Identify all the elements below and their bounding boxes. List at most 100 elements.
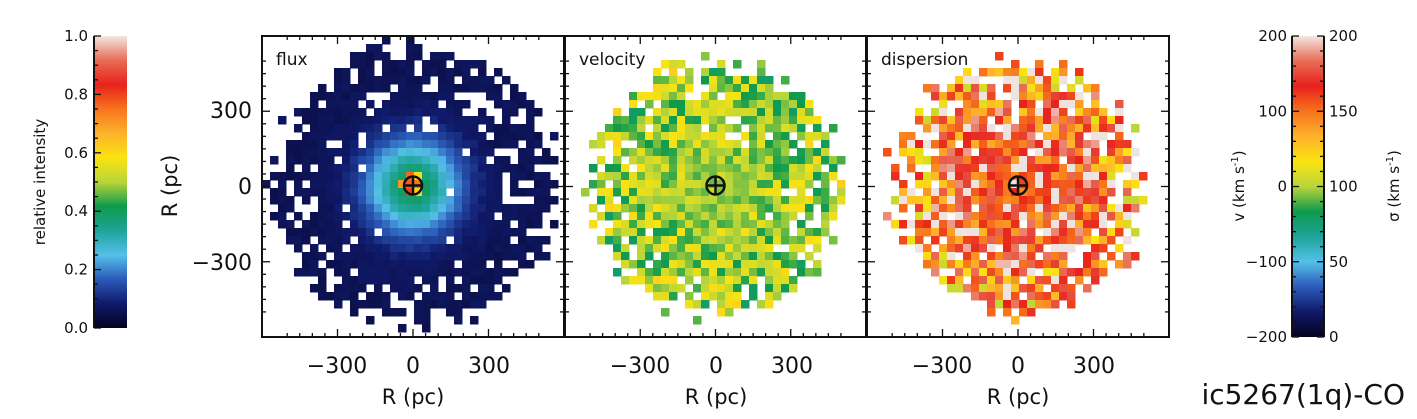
map-pixel (422, 244, 431, 253)
map-pixel (534, 108, 543, 117)
map-pixel (310, 108, 319, 117)
map-pixel (637, 172, 646, 181)
map-pixel (318, 92, 327, 101)
map-pixel (797, 196, 806, 205)
map-pixel (478, 172, 487, 181)
map-pixel (374, 52, 383, 61)
map-pixel (677, 220, 686, 229)
map-pixel (637, 276, 646, 285)
map-pixel (374, 204, 383, 213)
map-pixel (414, 228, 423, 237)
map-pixel (821, 212, 830, 221)
map-pixel (1011, 68, 1020, 77)
map-pixel (757, 204, 766, 213)
map-pixel (430, 92, 439, 101)
map-pixel (390, 252, 399, 261)
map-pixel (350, 84, 359, 93)
map-pixel (318, 84, 327, 93)
map-pixel (947, 156, 956, 165)
map-pixel (677, 164, 686, 173)
map-pixel (701, 268, 710, 277)
map-pixel (979, 188, 988, 197)
map-pixel (963, 204, 972, 213)
map-pixel (701, 76, 710, 85)
map-pixel (963, 124, 972, 133)
map-pixel (781, 284, 790, 293)
map-pixel (709, 132, 718, 141)
map-pixel (789, 116, 798, 125)
map-pixel (446, 268, 455, 277)
map-pixel (725, 252, 734, 261)
map-pixel (709, 204, 718, 213)
map-pixel (685, 180, 694, 189)
map-pixel (374, 244, 383, 253)
map-pixel (1123, 148, 1132, 157)
map-pixel (749, 252, 758, 261)
map-pixel (725, 76, 734, 85)
map-pixel (358, 220, 367, 229)
map-pixel (645, 156, 654, 165)
map-pixel (923, 260, 932, 269)
map-pixel (701, 252, 710, 261)
map-pixel (1123, 204, 1132, 213)
map-pixel (430, 228, 439, 237)
map-pixel (709, 84, 718, 93)
map-pixel (406, 188, 415, 197)
map-pixel (629, 108, 638, 117)
map-pixel (334, 84, 343, 93)
map-pixel (542, 204, 551, 213)
map-pixel (1091, 100, 1100, 109)
map-pixel (446, 228, 455, 237)
map-pixel (1083, 124, 1092, 133)
map-pixel (318, 132, 327, 141)
map-pixel (1011, 84, 1020, 93)
map-pixel (374, 76, 383, 85)
map-pixel (1011, 76, 1020, 85)
map-pixel (438, 116, 447, 125)
map-pixel (1131, 252, 1140, 261)
map-pixel (518, 188, 527, 197)
map-pixel (669, 180, 678, 189)
map-pixel (821, 196, 830, 205)
map-pixel (1067, 180, 1076, 189)
map-pixel (781, 236, 790, 245)
map-pixel (907, 196, 916, 205)
map-pixel (478, 180, 487, 189)
map-pixel (302, 252, 311, 261)
map-pixel (414, 316, 423, 325)
map-pixel (677, 60, 686, 69)
map-pixel (550, 196, 559, 205)
map-pixel (1043, 172, 1052, 181)
map-pixel (398, 324, 407, 333)
map-pixel (414, 172, 423, 181)
map-pixel (669, 276, 678, 285)
map-pixel (518, 204, 527, 213)
map-pixel (390, 236, 399, 245)
map-pixel (947, 260, 956, 269)
map-pixel (1051, 260, 1060, 269)
map-pixel (653, 244, 662, 253)
map-pixel (390, 196, 399, 205)
map-pixel (685, 164, 694, 173)
map-pixel (1099, 156, 1108, 165)
map-pixel (406, 204, 415, 213)
map-pixel (939, 140, 948, 149)
map-pixel (350, 140, 359, 149)
map-pixel (478, 252, 487, 261)
map-pixel (1003, 148, 1012, 157)
map-pixel (669, 188, 678, 197)
map-pixel (629, 212, 638, 221)
map-pixel (294, 124, 303, 133)
map-pixel (390, 228, 399, 237)
map-pixel (414, 116, 423, 125)
map-pixel (1099, 188, 1108, 197)
map-pixel (1099, 260, 1108, 269)
map-pixel (669, 100, 678, 109)
map-pixel (821, 140, 830, 149)
map-pixel (955, 220, 964, 229)
map-pixel (342, 260, 351, 269)
map-pixel (693, 284, 702, 293)
map-pixel (637, 188, 646, 197)
map-pixel (781, 124, 790, 133)
map-pixel (318, 228, 327, 237)
